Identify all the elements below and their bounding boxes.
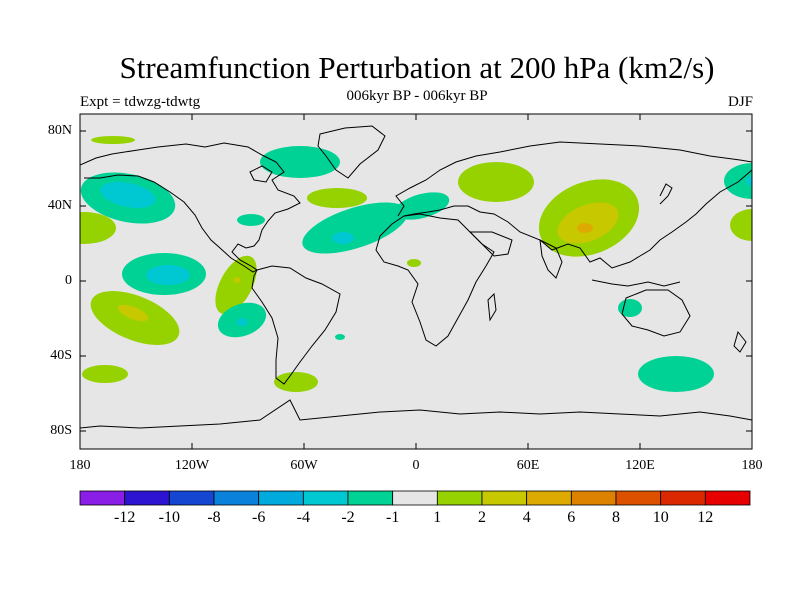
lat-label-0: 0 <box>65 273 72 288</box>
colorbar-swatch <box>570 490 617 506</box>
contour-pos-sepac <box>82 365 128 383</box>
coast-madagascar <box>487 292 497 322</box>
lon-label-180w: 180 <box>69 458 91 473</box>
coast-new-zealand <box>733 330 747 353</box>
coastlines <box>80 125 752 429</box>
contour-pos-npac-east-wrap <box>730 209 752 241</box>
contour-pos-npac-east <box>80 212 116 244</box>
coast-antarctica <box>80 399 752 429</box>
colorbar-tick-label: -10 <box>158 509 180 526</box>
contour-pos-asia-max <box>577 223 593 233</box>
contour-neg-npac-west-core <box>100 181 156 209</box>
lat-label-40n: 40N <box>47 198 72 213</box>
colorbar-tick-label: -2 <box>341 509 355 526</box>
lat-label-80n: 80N <box>47 123 72 138</box>
lon-label-180e: 180 <box>741 458 763 473</box>
colorbar-tick-label: 2 <box>478 509 486 526</box>
colorbar-tick-label: -4 <box>296 509 310 526</box>
lon-label-0: 0 <box>412 458 420 473</box>
colorbar-tick-label: 1 <box>433 509 442 526</box>
chart-title: Streamfunction Perturbation at 200 hPa (… <box>119 50 715 85</box>
contour-fills <box>80 136 752 392</box>
coast-india <box>539 239 563 279</box>
colorbar-swatch <box>302 490 349 506</box>
lon-label-60e: 60E <box>516 458 540 473</box>
lon-label-120w: 120W <box>174 458 210 473</box>
coast-africa <box>375 213 495 347</box>
colorbar-tick-label: -12 <box>114 509 136 526</box>
colorbar-swatch <box>79 490 126 506</box>
colorbar-swatch <box>213 490 260 506</box>
contour-pos-epac-core <box>234 277 240 283</box>
coast-hudson-bay <box>249 165 273 183</box>
contour-neg-npac-far-east-core <box>746 175 752 187</box>
colorbar-swatch <box>481 490 528 506</box>
lon-label-120e: 120E <box>625 458 655 473</box>
colorbar-tick-label: -8 <box>207 509 221 526</box>
colorbar-tick-label: 8 <box>612 509 620 526</box>
colorbar-swatch <box>615 490 662 506</box>
contour-neg-hawaii-core <box>146 265 190 285</box>
contour-neg-sepac-core <box>237 318 247 326</box>
contour-pos-asia-core <box>557 202 619 244</box>
colorbar-tick-label: 4 <box>522 509 531 526</box>
contour-pos-samerica <box>274 372 318 392</box>
contour-neg-canada <box>237 214 265 226</box>
contour-neg-arctic <box>260 146 340 178</box>
chart-subtitle: 006kyr BP - 006kyr BP <box>346 88 488 104</box>
lat-label-80s: 80S <box>50 423 72 438</box>
axis-ticks <box>80 114 752 449</box>
colorbar-swatch <box>124 490 170 506</box>
contour-neg-atlantic-east <box>394 192 450 220</box>
colorbar-tick-label: -6 <box>252 509 266 526</box>
contour-neg-atlantic-core <box>332 232 354 244</box>
lon-label-60w: 60W <box>290 458 318 473</box>
colorbar-swatch <box>660 490 706 506</box>
coast-arabia <box>468 231 513 257</box>
contour-pos-spac-core <box>117 304 149 322</box>
coast-greenland <box>317 125 386 179</box>
coast-japan <box>659 183 673 205</box>
colorbar-swatch <box>436 490 483 506</box>
experiment-label: Expt = tdwzg-tdwtg <box>80 94 201 110</box>
colorbar-swatch <box>347 490 394 506</box>
colorbar-swatch <box>704 490 751 506</box>
colorbar-tick-label: 10 <box>652 509 669 526</box>
contour-pos-africa <box>407 259 421 267</box>
contour-neg-australia-south <box>638 356 714 392</box>
coast-asia-south <box>403 169 752 269</box>
colorbar-swatch <box>258 490 304 506</box>
lat-label-40s: 40S <box>50 348 72 363</box>
contour-pos-epac <box>215 255 257 315</box>
colorbar-swatch <box>392 490 438 506</box>
colorbar-tick-label: 12 <box>697 509 714 526</box>
coast-europe-asia <box>395 141 752 217</box>
contour-neg-atlantic <box>302 202 408 254</box>
colorbar-swatch <box>526 490 572 506</box>
contour-pos-natl <box>307 188 367 208</box>
contour-neg-australia <box>618 299 642 317</box>
coast-south-america <box>251 265 341 385</box>
colorbar-tick-label: -1 <box>386 509 400 526</box>
season-label: DJF <box>727 94 753 110</box>
colorbar <box>79 490 751 506</box>
coast-indonesia <box>591 279 681 287</box>
contour-neg-south-atlantic <box>335 334 345 340</box>
contour-neg-npac-far-east <box>724 163 752 199</box>
contour-pos-arctic-pac <box>91 136 135 144</box>
contour-pos-mediterranean <box>458 162 534 202</box>
coast-north-america <box>80 142 301 273</box>
colorbar-tick-label: 6 <box>567 509 576 526</box>
colorbar-swatch <box>168 490 215 506</box>
coast-australia <box>621 289 691 337</box>
